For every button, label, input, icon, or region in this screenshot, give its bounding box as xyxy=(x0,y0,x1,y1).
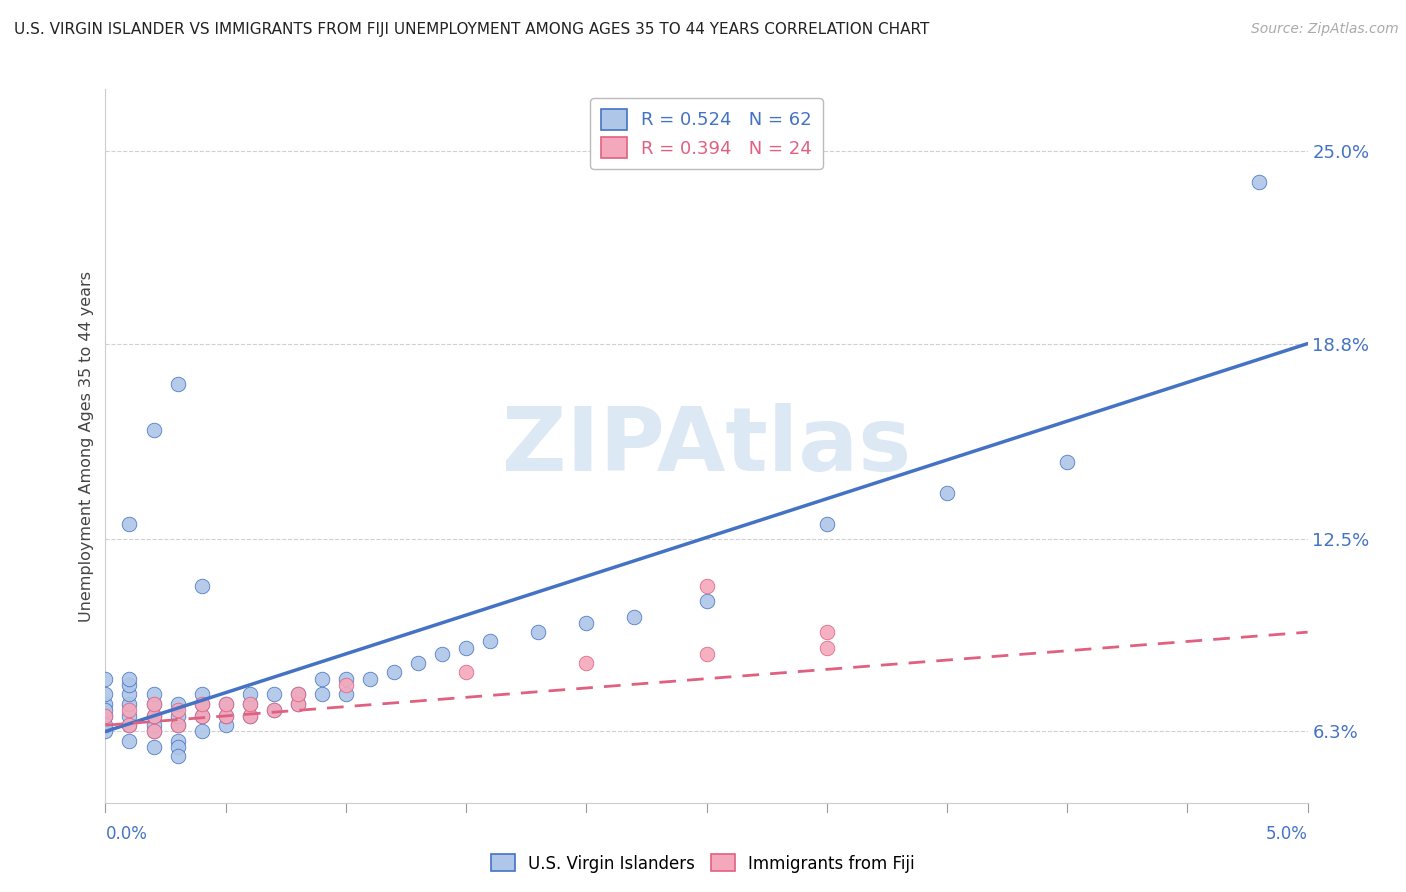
Point xyxy=(1056,454,1078,468)
Point xyxy=(311,687,333,701)
Point xyxy=(287,687,309,701)
Point xyxy=(359,672,381,686)
Point xyxy=(406,656,429,670)
Point xyxy=(335,678,357,692)
Point xyxy=(214,697,236,711)
Point xyxy=(263,703,285,717)
Point xyxy=(142,709,165,723)
Point xyxy=(166,718,188,732)
Text: 0.0%: 0.0% xyxy=(105,825,148,843)
Point xyxy=(190,709,212,723)
Point xyxy=(239,709,262,723)
Point xyxy=(479,634,502,648)
Point xyxy=(1249,175,1271,189)
Point xyxy=(190,697,212,711)
Point xyxy=(214,709,236,723)
Point xyxy=(287,687,309,701)
Point xyxy=(430,647,453,661)
Point xyxy=(287,697,309,711)
Point xyxy=(696,579,718,593)
Point xyxy=(94,672,117,686)
Point xyxy=(142,697,165,711)
Point xyxy=(190,724,212,739)
Point xyxy=(142,709,165,723)
Point xyxy=(287,697,309,711)
Point xyxy=(166,749,188,764)
Point xyxy=(166,709,188,723)
Point xyxy=(94,724,117,739)
Point xyxy=(142,424,165,438)
Point xyxy=(166,739,188,754)
Point xyxy=(118,516,141,531)
Point xyxy=(335,687,357,701)
Point xyxy=(527,625,550,640)
Point xyxy=(190,687,212,701)
Point xyxy=(94,697,117,711)
Text: 5.0%: 5.0% xyxy=(1265,825,1308,843)
Point xyxy=(118,733,141,747)
Point xyxy=(190,697,212,711)
Point xyxy=(454,640,477,655)
Point xyxy=(142,724,165,739)
Point xyxy=(166,733,188,747)
Point xyxy=(142,697,165,711)
Point xyxy=(118,709,141,723)
Point xyxy=(94,709,117,723)
Point xyxy=(166,376,188,391)
Point xyxy=(190,579,212,593)
Text: Source: ZipAtlas.com: Source: ZipAtlas.com xyxy=(1251,22,1399,37)
Point xyxy=(166,703,188,717)
Point xyxy=(815,516,838,531)
Point xyxy=(311,672,333,686)
Point xyxy=(94,687,117,701)
Point xyxy=(118,687,141,701)
Point xyxy=(118,718,141,732)
Point xyxy=(94,709,117,723)
Point xyxy=(118,703,141,717)
Point xyxy=(94,703,117,717)
Point xyxy=(454,665,477,680)
Point xyxy=(214,718,236,732)
Point xyxy=(335,672,357,686)
Point xyxy=(815,625,838,640)
Legend: U.S. Virgin Islanders, Immigrants from Fiji: U.S. Virgin Islanders, Immigrants from F… xyxy=(485,847,921,880)
Point xyxy=(263,703,285,717)
Point xyxy=(142,724,165,739)
Text: ZIPAtlas: ZIPAtlas xyxy=(502,402,911,490)
Point xyxy=(696,647,718,661)
Text: U.S. VIRGIN ISLANDER VS IMMIGRANTS FROM FIJI UNEMPLOYMENT AMONG AGES 35 TO 44 YE: U.S. VIRGIN ISLANDER VS IMMIGRANTS FROM … xyxy=(14,22,929,37)
Point xyxy=(696,594,718,608)
Point xyxy=(239,697,262,711)
Point xyxy=(166,718,188,732)
Point xyxy=(263,687,285,701)
Point xyxy=(239,709,262,723)
Point xyxy=(575,656,598,670)
Point xyxy=(575,615,598,630)
Point xyxy=(382,665,405,680)
Point xyxy=(118,697,141,711)
Point xyxy=(118,672,141,686)
Point xyxy=(214,697,236,711)
Point xyxy=(166,697,188,711)
Point xyxy=(118,678,141,692)
Legend: R = 0.524   N = 62, R = 0.394   N = 24: R = 0.524 N = 62, R = 0.394 N = 24 xyxy=(591,98,823,169)
Point xyxy=(214,709,236,723)
Point xyxy=(94,718,117,732)
Point xyxy=(142,739,165,754)
Point xyxy=(190,709,212,723)
Point xyxy=(142,687,165,701)
Point xyxy=(142,718,165,732)
Y-axis label: Unemployment Among Ages 35 to 44 years: Unemployment Among Ages 35 to 44 years xyxy=(79,270,94,622)
Point xyxy=(239,697,262,711)
Point xyxy=(239,687,262,701)
Point xyxy=(815,640,838,655)
Point xyxy=(623,609,645,624)
Point xyxy=(118,718,141,732)
Point xyxy=(936,485,959,500)
